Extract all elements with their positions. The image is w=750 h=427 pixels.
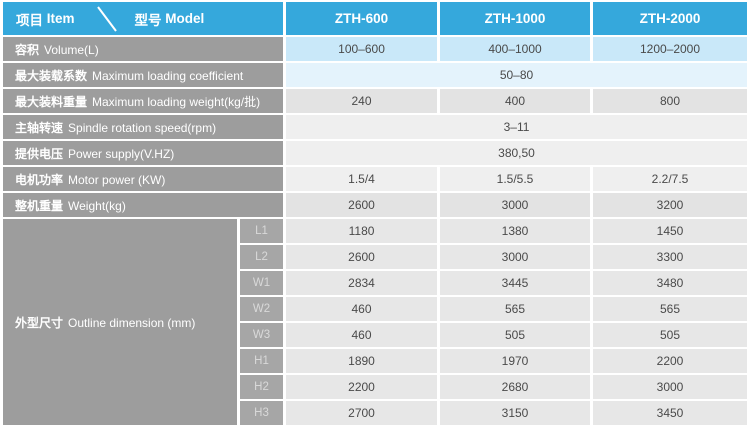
value-cell: 1200–2000	[593, 37, 748, 61]
row-label-spindle-speed: 主轴转速 Spindle rotation speed(rpm)	[3, 115, 284, 139]
value-cell: 1970	[440, 349, 591, 373]
row-label-en: Spindle rotation speed(rpm)	[68, 120, 217, 135]
row-volume: 容积 Volume(L) 100–600 400–1000 1200–2000	[3, 37, 748, 61]
model-header-zth-2000: ZTH-2000	[593, 2, 748, 35]
row-loading-weight: 最大装料重量 Maximum loading weight(kg/批) 240 4…	[3, 89, 748, 113]
value-cell: 2680	[440, 375, 591, 399]
item-label-cn: 项目	[16, 12, 43, 28]
value-cell: 240	[286, 89, 438, 113]
row-label-loading-coefficient: 最大装载系数 Maximum loading coefficient	[3, 63, 284, 87]
dim-sub-label: H3	[240, 401, 284, 425]
value-cell: 565	[440, 297, 591, 321]
value-cell: 100–600	[286, 37, 438, 61]
dim-row-w1: W1 2834 3445 3480	[3, 271, 748, 295]
row-label-cn: 容积	[15, 42, 40, 57]
model-header-zth-600: ZTH-600	[286, 2, 438, 35]
value-cell-span: 3–11	[286, 115, 748, 139]
row-label-en: Maximum loading coefficient	[92, 68, 244, 83]
value-cell: 2600	[286, 193, 438, 217]
item-model-header-content: 项目 Item 型号 Model	[3, 5, 283, 33]
row-label-en: Weight(kg)	[68, 198, 126, 213]
value-cell: 3300	[593, 245, 748, 269]
value-cell: 505	[440, 323, 591, 347]
row-label-outline-dimension: 外型尺寸 Outline dimension (mm)	[3, 219, 237, 425]
row-spindle-speed: 主轴转速 Spindle rotation speed(rpm) 3–11	[3, 115, 748, 139]
value-cell: 1.5/4	[286, 167, 438, 191]
row-label-en: Volume(L)	[44, 42, 99, 57]
dim-sub-label: W1	[240, 271, 284, 295]
dim-sub-label: L2	[240, 245, 284, 269]
value-cell: 460	[286, 323, 438, 347]
value-cell: 400–1000	[440, 37, 591, 61]
row-label-en: Motor power (KW)	[68, 172, 166, 187]
value-cell: 1380	[440, 219, 591, 243]
value-cell: 800	[593, 89, 748, 113]
dim-sub-label: H1	[240, 349, 284, 373]
row-label-cn: 主轴转速	[15, 120, 64, 135]
value-cell-span: 50–80	[286, 63, 748, 87]
row-label-cn: 整机重量	[15, 198, 64, 213]
dim-row-l1: 外型尺寸 Outline dimension (mm) L1 1180 1380 …	[3, 219, 748, 425]
dim-row-h1: H1 1890 1970 2200	[3, 349, 748, 373]
value-cell: 3480	[593, 271, 748, 295]
dim-row-l2: L2 2600 3000 3300	[3, 245, 748, 269]
header-row: 项目 Item 型号 Model ZTH-600 ZTH-1000 ZTH-20…	[3, 2, 748, 35]
model-label-en: Model	[165, 11, 205, 26]
value-cell: 1890	[286, 349, 438, 373]
row-label-motor-power: 电机功率 Motor power (KW)	[3, 167, 284, 191]
value-cell: 2600	[286, 245, 438, 269]
value-cell: 565	[593, 297, 748, 321]
value-cell: 460	[286, 297, 438, 321]
value-cell: 3450	[593, 401, 748, 425]
dim-row-w3: W3 460 505 505	[3, 323, 748, 347]
row-label-en: Maximum loading weight(kg/批)	[92, 94, 261, 109]
row-label-machine-weight: 整机重量 Weight(kg)	[3, 193, 284, 217]
row-label-cn: 外型尺寸	[15, 315, 64, 330]
row-motor-power: 电机功率 Motor power (KW) 1.5/4 1.5/5.5 2.2/7…	[3, 167, 748, 191]
value-cell: 2834	[286, 271, 438, 295]
dim-row-w2: W2 460 565 565	[3, 297, 748, 321]
value-cell: 400	[440, 89, 591, 113]
row-power-supply: 提供电压 Power supply(V.HZ) 380,50	[3, 141, 748, 165]
value-cell: 1.5/5.5	[440, 167, 591, 191]
value-cell: 2200	[286, 375, 438, 399]
dim-sub-label: W2	[240, 297, 284, 321]
row-machine-weight: 整机重量 Weight(kg) 2600 3000 3200	[3, 193, 748, 217]
row-label-en: Power supply(V.HZ)	[68, 146, 175, 161]
row-label-cn: 最大装载系数	[15, 68, 88, 83]
model-label-cn: 型号	[134, 12, 162, 28]
row-label-en: Outline dimension (mm)	[68, 315, 196, 330]
value-cell-span: 380,50	[286, 141, 748, 165]
dim-sub-label: H2	[240, 375, 284, 399]
dim-sub-label: W3	[240, 323, 284, 347]
value-cell: 3445	[440, 271, 591, 295]
dim-row-h3: H3 2700 3150 3450	[3, 401, 748, 425]
row-loading-coefficient: 最大装载系数 Maximum loading coefficient 50–80	[3, 63, 748, 87]
dim-row-h2: H2 2200 2680 3000	[3, 375, 748, 399]
row-label-loading-weight: 最大装料重量 Maximum loading weight(kg/批)	[3, 89, 284, 113]
row-label-volume: 容积 Volume(L)	[3, 37, 284, 61]
value-cell: 2.2/7.5	[593, 167, 748, 191]
diagonal-divider-icon	[96, 5, 117, 32]
row-label-power-supply: 提供电压 Power supply(V.HZ)	[3, 141, 284, 165]
row-label-cn: 最大装料重量	[15, 94, 88, 109]
model-header-zth-1000: ZTH-1000	[440, 2, 591, 35]
value-cell: 3000	[440, 245, 591, 269]
value-cell: 3150	[440, 401, 591, 425]
row-label-cn: 提供电压	[15, 146, 64, 161]
value-cell: 3200	[593, 193, 748, 217]
item-model-header-cell: 项目 Item 型号 Model	[3, 2, 284, 35]
value-cell: 505	[593, 323, 748, 347]
row-label-cn: 电机功率	[15, 172, 64, 187]
value-cell: 3000	[440, 193, 591, 217]
dim-sub-label: L1	[240, 219, 284, 243]
value-cell: 1180	[286, 219, 438, 243]
value-cell: 2200	[593, 349, 748, 373]
value-cell: 2700	[286, 401, 438, 425]
value-cell: 3000	[593, 375, 748, 399]
item-label-en: Item	[46, 11, 75, 26]
value-cell: 1450	[593, 219, 748, 243]
